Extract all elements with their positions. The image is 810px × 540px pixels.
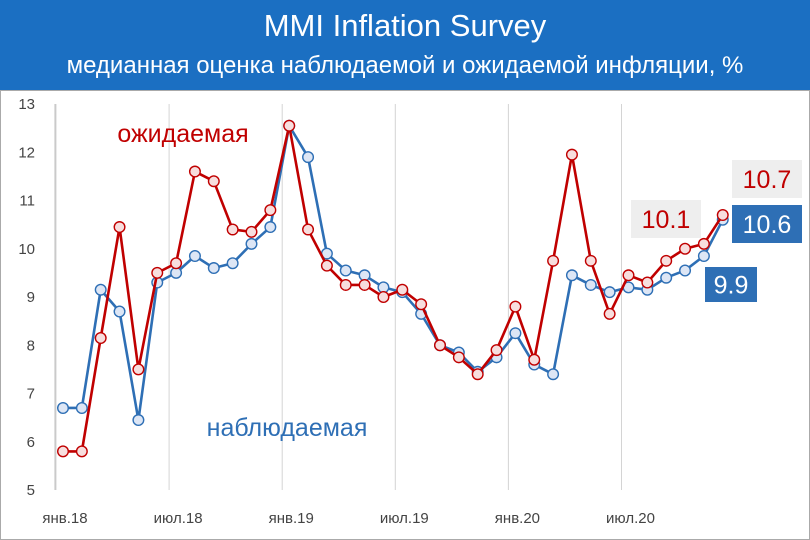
data-point [528, 353, 541, 366]
y-tick-label: 7 [27, 386, 35, 403]
data-point [547, 368, 560, 381]
data-point [302, 223, 315, 236]
data-point [565, 269, 578, 282]
plot-frame [0, 90, 810, 540]
data-point [679, 264, 692, 277]
data-point [490, 344, 503, 357]
y-tick-label: 5 [27, 482, 35, 499]
y-tick-label: 8 [27, 337, 35, 354]
series-label-expected: ожидаемая [117, 120, 248, 148]
data-point [509, 327, 522, 340]
data-point [603, 286, 616, 299]
data-point [188, 165, 201, 178]
data-point [113, 221, 126, 234]
callout-expected-previous-box [631, 200, 701, 238]
y-tick-label: 13 [18, 96, 35, 113]
data-point [434, 339, 447, 352]
data-point [113, 305, 126, 318]
y-tick-label: 6 [27, 434, 35, 451]
data-point [207, 262, 220, 275]
x-tick-label: июл.19 [380, 510, 429, 527]
data-point [94, 332, 107, 345]
data-point [283, 119, 296, 132]
callout-expected-previous: 10.1 [642, 206, 691, 234]
data-point [57, 401, 70, 414]
data-point [660, 254, 673, 267]
label-layer: ожидаемая наблюдаемая 10.7 10.1 10.6 9.9 [117, 120, 802, 442]
y-tick-label: 9 [27, 289, 35, 306]
data-point [716, 208, 729, 221]
data-point [75, 445, 88, 458]
y-tick-label: 11 [19, 193, 35, 210]
data-point [226, 223, 239, 236]
chart-subtitle: медианная оценка наблюдаемой и ожидаемой… [66, 52, 744, 79]
callout-observed-latest: 10.6 [743, 211, 792, 239]
data-point [339, 278, 352, 291]
data-point [452, 351, 465, 364]
data-point [320, 259, 333, 272]
chart-header: MMI Inflation Survey медианная оценка на… [0, 0, 810, 90]
callout-observed-previous-box [705, 267, 757, 302]
y-tick-label: 10 [18, 241, 35, 258]
line-chart: 5 6 7 8 9 10 11 12 13 янв.18 июл.18 янв.19 июл.19 янв… [0, 90, 810, 540]
data-point [170, 257, 183, 270]
data-point [264, 204, 277, 217]
data-point [358, 278, 371, 291]
data-point [57, 445, 70, 458]
data-point [339, 264, 352, 277]
data-point [377, 290, 390, 303]
x-tick-label: янв.20 [495, 510, 540, 527]
axes: 5 6 7 8 9 10 11 12 13 янв.18 июл.18 янв.19 июл.19 янв… [18, 96, 655, 527]
x-tick-label: июл.18 [154, 510, 203, 527]
data-point [509, 300, 522, 313]
callout-observed-previous: 9.9 [714, 272, 749, 300]
data-point [697, 237, 710, 250]
chart-title: MMI Inflation Survey [263, 8, 547, 43]
series-label-observed: наблюдаемая [207, 414, 368, 442]
data-point [94, 283, 107, 296]
data-point [396, 283, 409, 296]
data-point [132, 414, 145, 427]
data-point [660, 271, 673, 284]
callout-expected-latest: 10.7 [743, 166, 792, 194]
data-point [565, 148, 578, 161]
data-point [226, 257, 239, 270]
callout-observed-latest-box [732, 205, 802, 243]
data-point [641, 276, 654, 289]
data-point [603, 307, 616, 320]
data-point [302, 151, 315, 164]
data-point [584, 278, 597, 291]
data-point [679, 242, 692, 255]
data-point [188, 249, 201, 262]
x-tick-label: янв.19 [269, 510, 314, 527]
y-tick-label: 12 [18, 144, 35, 161]
data-point [245, 225, 258, 238]
series-layer [57, 119, 729, 458]
data-point [151, 266, 164, 279]
data-point [75, 401, 88, 414]
data-point [622, 269, 635, 282]
data-point [697, 249, 710, 262]
data-point [132, 363, 145, 376]
data-point [584, 254, 597, 267]
data-point [415, 298, 428, 311]
data-point [471, 368, 484, 381]
data-point [207, 175, 220, 188]
data-point [547, 254, 560, 267]
callout-expected-latest-box [732, 160, 802, 198]
x-tick-label: янв.18 [42, 510, 87, 527]
data-point [245, 237, 258, 250]
x-tick-label: июл.20 [606, 510, 655, 527]
data-point [264, 221, 277, 234]
